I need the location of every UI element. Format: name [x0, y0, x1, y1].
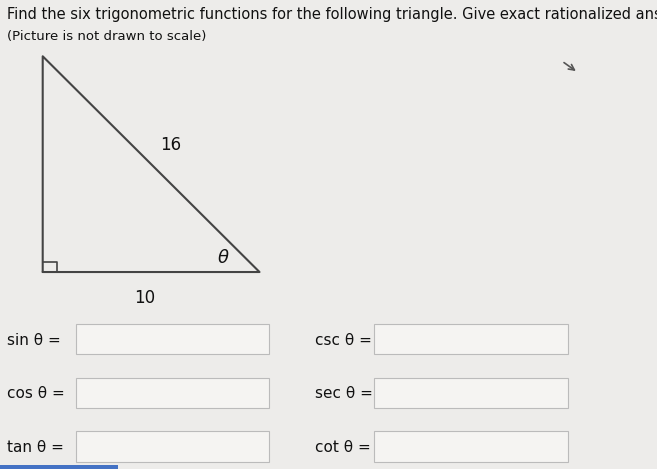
- Text: 10: 10: [134, 289, 155, 307]
- FancyBboxPatch shape: [76, 431, 269, 462]
- Text: tan θ =: tan θ =: [7, 440, 64, 455]
- Text: csc θ =: csc θ =: [315, 333, 373, 348]
- Text: 16: 16: [160, 136, 181, 154]
- Text: sin θ =: sin θ =: [7, 333, 60, 348]
- FancyBboxPatch shape: [76, 324, 269, 354]
- Text: cot θ =: cot θ =: [315, 440, 371, 455]
- Text: θ: θ: [218, 249, 229, 267]
- FancyBboxPatch shape: [76, 378, 269, 408]
- FancyBboxPatch shape: [374, 378, 568, 408]
- Text: sec θ =: sec θ =: [315, 386, 373, 401]
- FancyBboxPatch shape: [374, 324, 568, 354]
- Text: cos θ =: cos θ =: [7, 386, 64, 401]
- Bar: [0, 465, 118, 469]
- Text: Find the six trigonometric functions for the following triangle. Give exact rati: Find the six trigonometric functions for…: [7, 7, 657, 22]
- FancyBboxPatch shape: [374, 431, 568, 462]
- Text: (Picture is not drawn to scale): (Picture is not drawn to scale): [7, 30, 206, 44]
